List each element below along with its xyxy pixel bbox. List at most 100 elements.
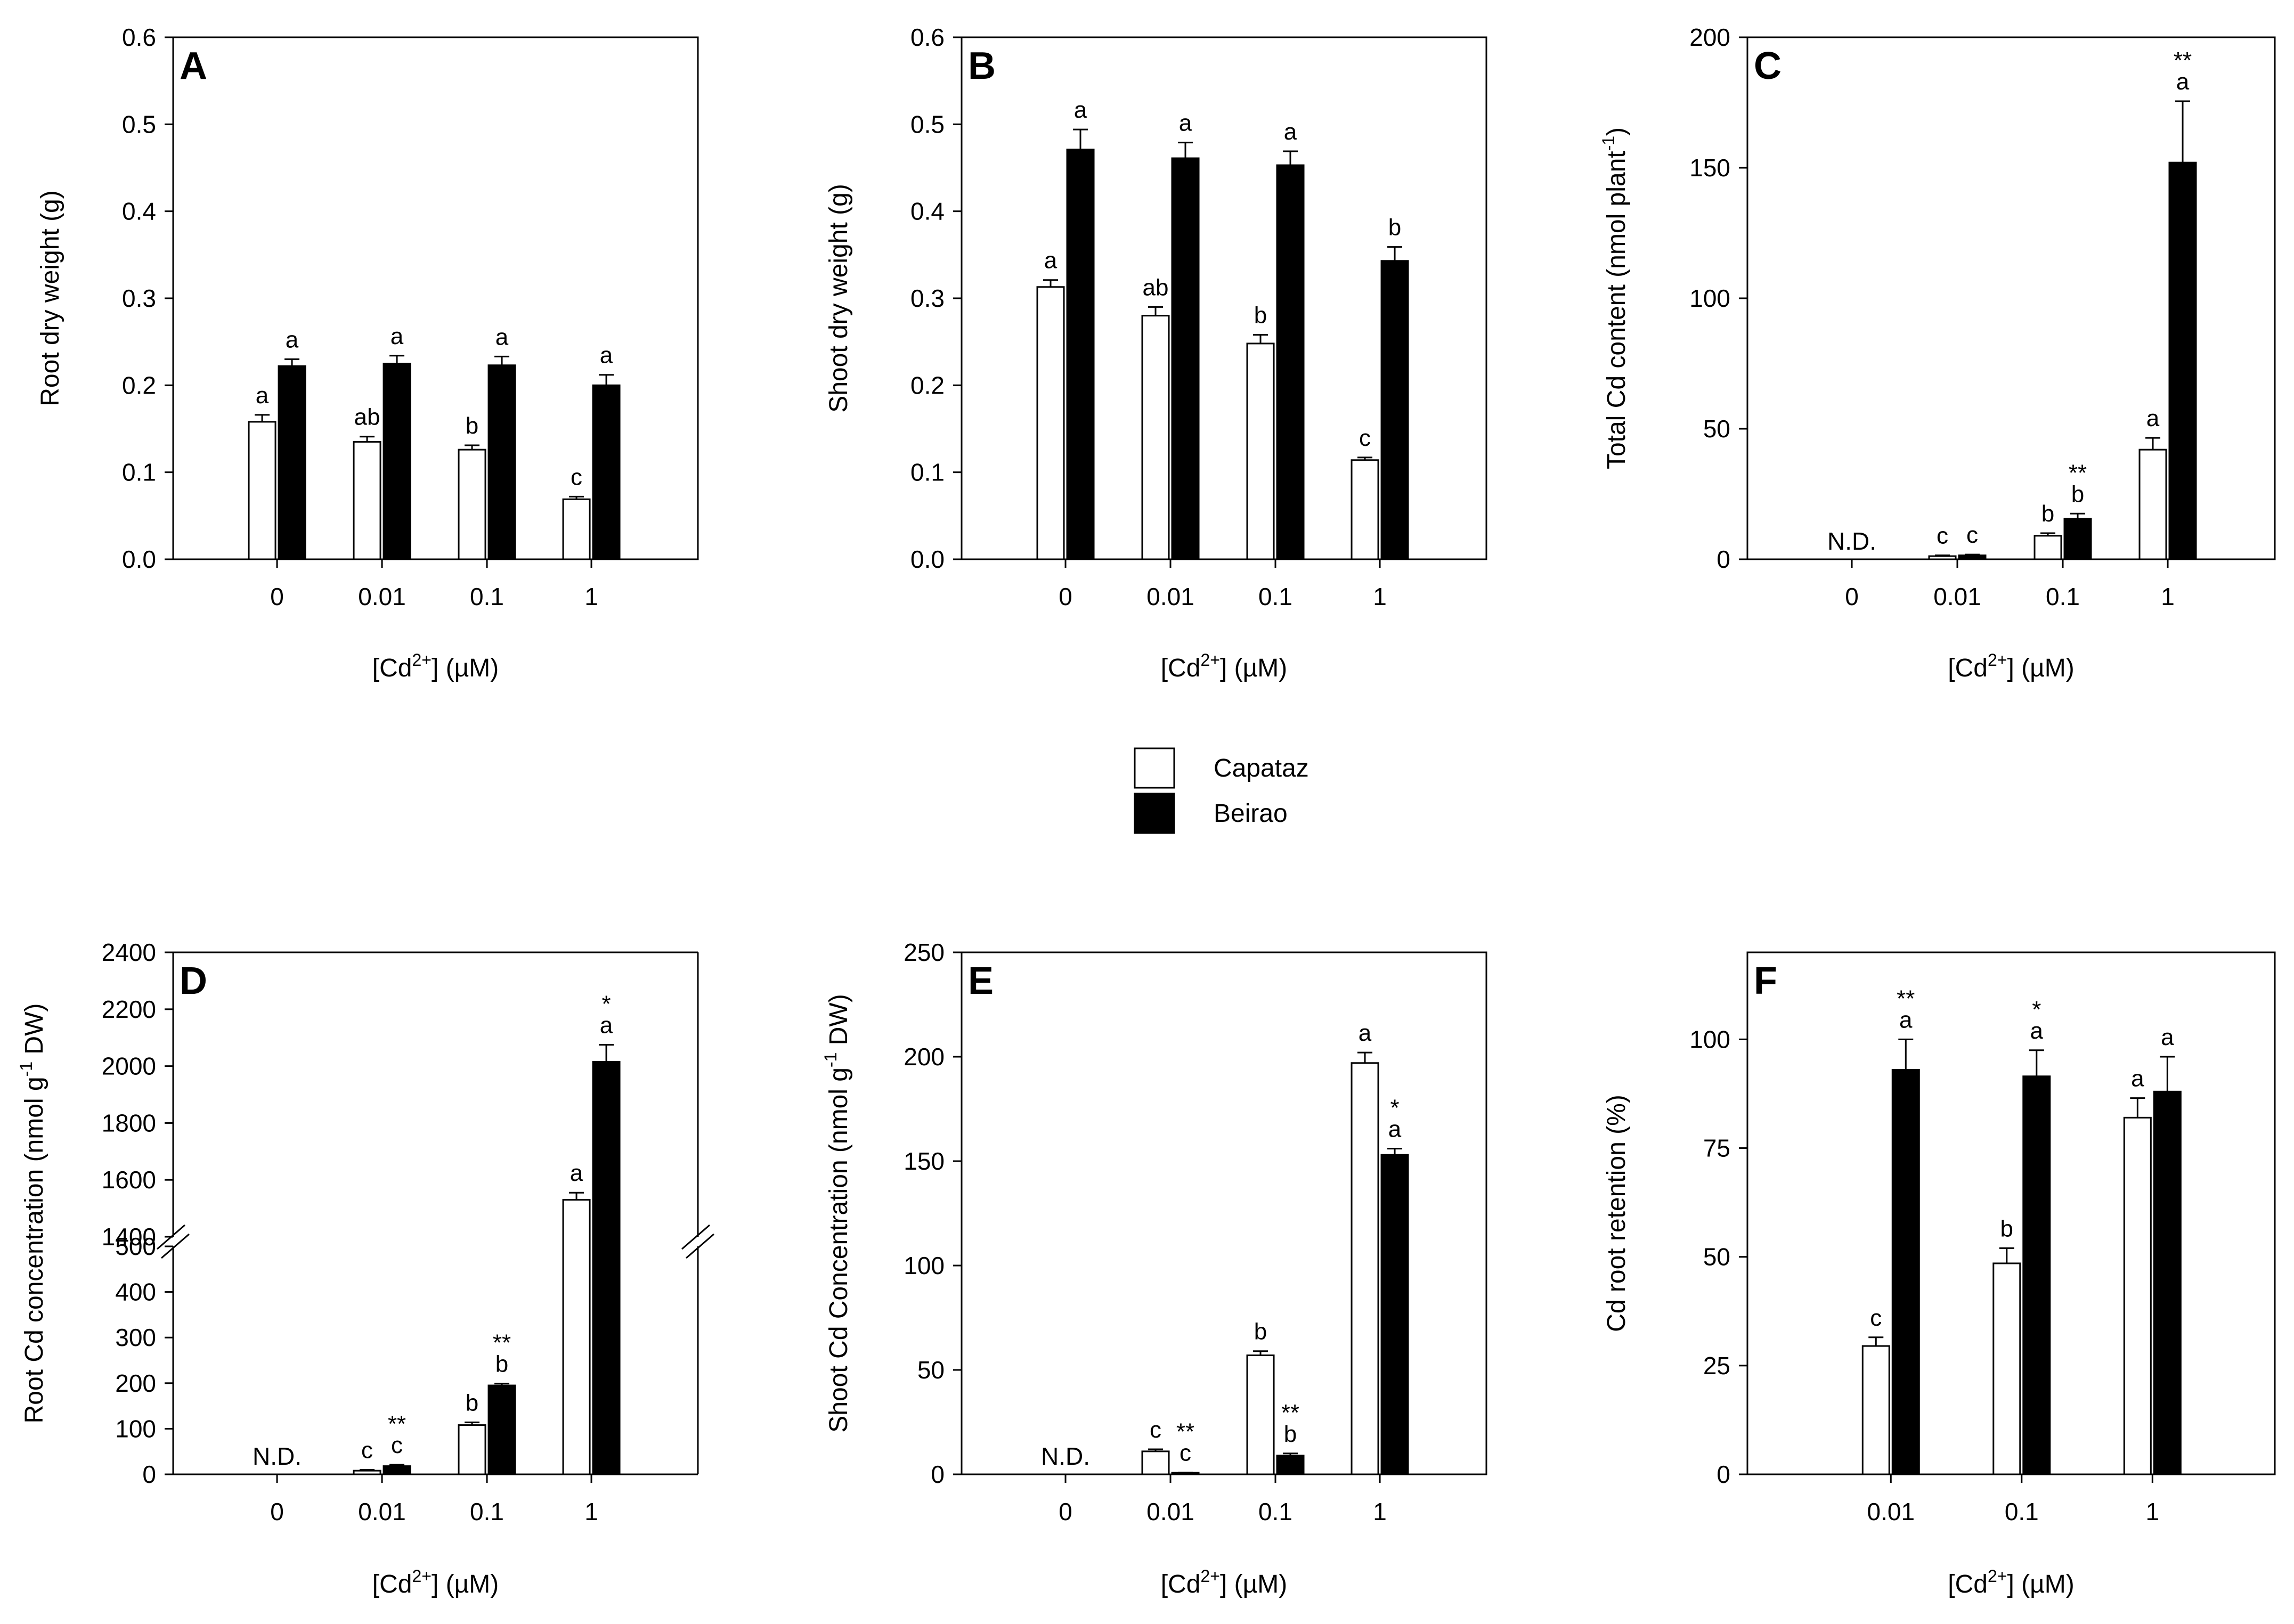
bar-capataz — [2138, 448, 2167, 560]
y-tick-label: 1800 — [102, 1109, 156, 1137]
y-tick-label: 50 — [1703, 415, 1730, 443]
significance-letter: a — [256, 382, 269, 409]
panel-letter: D — [180, 960, 207, 1002]
x-axis-label: [Cd2+] (µM) — [1161, 650, 1287, 682]
bar-capataz — [1351, 1062, 1379, 1475]
significance-letter: a — [1074, 97, 1087, 123]
significance-letter: a — [600, 342, 613, 369]
y-tick-label: 100 — [904, 1252, 945, 1279]
significance-letter: a — [495, 324, 509, 350]
x-tick-label: 0.1 — [1258, 583, 1292, 610]
y-tick-label: 100 — [115, 1415, 156, 1442]
significance-stars: ** — [1176, 1418, 1194, 1445]
legend-label-capataz: Capataz — [1214, 754, 1309, 782]
bar-beirao — [1958, 554, 1987, 560]
y-tick-label: 0.5 — [122, 110, 156, 138]
legend-swatch-beirao — [1134, 793, 1175, 834]
significance-letter: b — [2071, 481, 2084, 507]
bar-capataz — [2033, 535, 2062, 560]
x-tick-label: 0.1 — [470, 1498, 504, 1525]
panel-letter: E — [968, 960, 994, 1002]
bar-beirao — [1380, 1154, 1409, 1475]
bar-beirao — [592, 1061, 621, 1475]
y-tick-label: 0.4 — [122, 198, 156, 225]
bar-beirao — [2063, 518, 2092, 560]
x-tick-label: 1 — [2146, 1498, 2160, 1525]
chart-panel-b: 0.00.10.20.30.40.50.60 0.01 0.1 1aaababacbB… — [825, 23, 1487, 682]
x-axis-label: [Cd2+] (µM) — [1161, 1566, 1287, 1598]
significance-stars: ** — [2174, 47, 2192, 74]
bar-beirao — [1276, 164, 1305, 560]
chart-panel-a: 0.00.10.20.30.40.50.60 0.01 0.1 1aaababacaA… — [36, 23, 699, 682]
significance-stars: ** — [388, 1411, 406, 1437]
y-tick-label: 0.2 — [910, 371, 945, 399]
y-tick-label: 0.0 — [910, 545, 945, 573]
significance-stars: ** — [1897, 985, 1915, 1011]
legend-label-beirao: Beirao — [1214, 799, 1288, 828]
y-tick-label: 150 — [904, 1147, 945, 1175]
significance-letter: b — [2000, 1215, 2013, 1242]
y-tick-label: 0 — [931, 1460, 945, 1488]
y-tick-label: 50 — [917, 1356, 945, 1384]
bar-beirao — [2153, 1090, 2182, 1475]
significance-letter: c — [1359, 425, 1371, 451]
bar-capataz — [2123, 1116, 2152, 1475]
significance-letter: a — [1284, 119, 1297, 145]
x-tick-label: 0 — [270, 583, 284, 610]
y-tick-label: 0.1 — [122, 459, 156, 486]
bar-capataz — [1246, 342, 1275, 560]
y-axis-label: Total Cd content (nmol plant-1) — [1599, 127, 1631, 469]
legend-swatch-capataz — [1134, 747, 1175, 789]
axis-break-mark — [681, 1224, 710, 1250]
significance-letter: a — [286, 327, 299, 353]
bar-capataz — [1246, 1354, 1275, 1475]
significance-letter: c — [1966, 522, 1978, 548]
x-axis-label: [Cd2+] (µM) — [372, 650, 499, 682]
bar-capataz — [1928, 555, 1957, 560]
x-tick-label: 0.01 — [1146, 1498, 1194, 1525]
x-tick-label: 1 — [584, 583, 598, 610]
y-tick-label: 0.2 — [122, 371, 156, 399]
x-tick-label: 1 — [584, 1498, 598, 1525]
y-tick-label: 400 — [115, 1278, 156, 1306]
significance-letter: b — [495, 1351, 508, 1377]
y-tick-label: 200 — [1689, 23, 1730, 51]
significance-stars: ** — [1281, 1400, 1299, 1426]
y-tick-label: 75 — [1703, 1135, 1730, 1162]
bar-capataz — [1992, 1262, 2021, 1475]
y-axis-label: Root Cd concentration (nmol g-1 DW) — [17, 1003, 48, 1424]
bar-capataz — [562, 498, 591, 560]
x-axis-label: [Cd2+] (µM) — [372, 1566, 499, 1598]
significance-letter: b — [1254, 1319, 1267, 1345]
bar-capataz — [1141, 315, 1170, 560]
x-tick-label: 0 — [1059, 1498, 1072, 1525]
y-tick-label: 250 — [904, 939, 945, 966]
x-tick-label: 0.1 — [1258, 1498, 1292, 1525]
bar-beirao — [278, 365, 306, 560]
x-axis-label: [Cd2+] (µM) — [1948, 650, 2074, 682]
significance-letter: a — [1358, 1020, 1372, 1046]
bar-capataz — [562, 1199, 591, 1475]
significance-letter: ab — [1143, 274, 1169, 300]
significance-letter: a — [2131, 1066, 2144, 1092]
bar-capataz — [458, 448, 486, 560]
x-tick-label: 0.01 — [358, 1498, 406, 1525]
axis-break-mark — [161, 1233, 190, 1259]
bar-beirao — [1171, 157, 1200, 560]
bar-beirao — [383, 363, 411, 560]
y-tick-label: 2400 — [102, 939, 156, 966]
x-tick-label: 0 — [1059, 583, 1072, 610]
y-tick-label: 0.3 — [910, 284, 945, 312]
axis-break-mark — [686, 1233, 714, 1259]
not-detected-label: N.D. — [1827, 527, 1876, 555]
y-tick-label: 0.6 — [122, 23, 156, 51]
y-tick-label: 200 — [115, 1369, 156, 1397]
y-tick-label: 1600 — [102, 1166, 156, 1194]
bar-beirao — [1276, 1455, 1305, 1475]
y-tick-label: 2000 — [102, 1052, 156, 1080]
bar-capataz — [1351, 459, 1379, 560]
y-tick-label: 0.4 — [910, 198, 945, 225]
